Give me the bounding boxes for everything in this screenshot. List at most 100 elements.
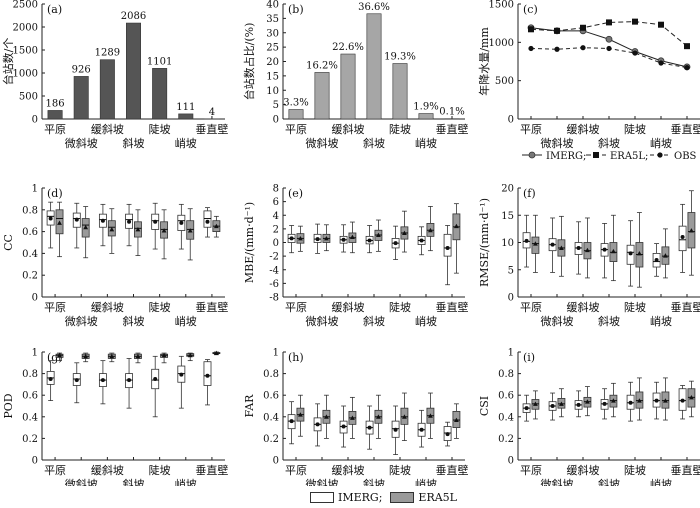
data-point — [528, 26, 534, 33]
box-plot — [203, 207, 212, 238]
legend-marker — [593, 152, 599, 158]
data-point — [580, 45, 586, 51]
series-imerg — [46, 355, 212, 418]
x-tick-label: 斜坡 — [363, 137, 385, 150]
box-mean-marker — [680, 235, 685, 240]
box-mean-marker — [205, 219, 210, 224]
data-point — [554, 27, 560, 34]
box-mean-marker — [602, 401, 607, 406]
y-tick-label: 10 — [266, 86, 279, 97]
x-tick-label: 陡坡 — [389, 464, 411, 477]
x-tick-label: 峭坡 — [650, 315, 672, 328]
legend-item: IMERG; — [522, 151, 586, 162]
y-tick-label: 0.6 — [22, 391, 38, 402]
bar — [366, 13, 382, 120]
box-plot — [186, 208, 195, 261]
box-mean-marker — [402, 414, 407, 419]
box-plot — [322, 394, 331, 439]
x-tick-label: 峭坡 — [415, 315, 437, 328]
box-plot — [55, 352, 64, 362]
box-plot — [443, 421, 452, 447]
box-plot — [687, 190, 696, 276]
y-tick-label: 35 — [266, 14, 279, 25]
box-mean-marker — [109, 227, 115, 232]
x-tick-label: 陡坡 — [149, 464, 171, 477]
box-plot — [574, 221, 583, 275]
x-tick-label: 微斜坡 — [541, 314, 574, 328]
box-plot — [609, 214, 618, 282]
y-axis-title: 台站数/个 — [1, 38, 15, 86]
box-mean-marker — [350, 234, 355, 240]
box-plot — [72, 202, 81, 249]
panel-f: 0 5 10 15 20 RMSE/(mm·d⁻¹) (f) 平原微斜坡缓斜坡斜坡陡坡峭坡垂直… — [478, 184, 700, 328]
y-tick-label: 5 — [273, 100, 279, 111]
y-tick-label: 500 — [495, 76, 514, 87]
box-mean-marker — [428, 227, 433, 233]
y-tick-label: 0 — [508, 293, 514, 304]
box-plot — [661, 377, 670, 421]
bar-value-label: 2086 — [121, 11, 146, 22]
box-plot — [426, 392, 435, 439]
box-plot — [600, 388, 609, 420]
y-tick-label: 1 — [32, 348, 38, 359]
x-tick-label: 陡坡 — [389, 301, 411, 314]
legend-swatch-era5l — [390, 491, 415, 503]
bar-value-label: 1.9% — [413, 102, 438, 113]
box-plot — [600, 223, 609, 279]
bar-value-label: 16.2% — [306, 60, 338, 71]
box-plot — [661, 228, 670, 279]
box-plot — [186, 352, 195, 362]
box-plot — [322, 224, 331, 252]
box-plot — [296, 394, 305, 437]
y-axis-title: RMSE/(mm·d⁻¹) — [478, 198, 491, 287]
y-tick-label: 20 — [266, 57, 279, 68]
box-mean-marker — [324, 414, 329, 419]
x-tick-label: 平原 — [520, 464, 542, 477]
box-mean-marker — [153, 377, 158, 381]
bar — [99, 59, 115, 120]
box-plot — [365, 405, 374, 450]
box-mean-marker — [654, 257, 659, 262]
y-tick-label: 15 — [501, 211, 514, 222]
legend-label-era5l: ERA5L — [418, 490, 457, 504]
bar-value-label: 111 — [176, 102, 195, 113]
bar-value-label: 1101 — [147, 56, 172, 67]
legend-label: IMERG; — [546, 151, 586, 162]
box-mean-marker — [161, 228, 167, 233]
x-tick-label: 微斜坡 — [306, 314, 339, 328]
box-mean-marker — [57, 352, 62, 358]
y-tick-label: 8 — [273, 184, 279, 195]
x-tick-label: 缓斜坡 — [567, 123, 600, 136]
bar-value-label: 1289 — [95, 48, 120, 59]
x-tick-label: 微斜坡 — [541, 136, 574, 150]
box-plot — [339, 224, 348, 253]
y-axis-title: POD — [2, 393, 15, 418]
x-tick-label: 微斜坡 — [541, 477, 574, 486]
y-tick-label: 2500 — [13, 0, 38, 11]
box-plot — [652, 243, 661, 277]
x-tick-label: 斜坡 — [123, 478, 145, 486]
box-plot — [391, 225, 400, 260]
y-tick-label: 0 — [32, 115, 38, 126]
box-plot — [134, 352, 142, 364]
box-plot — [203, 359, 212, 406]
series-imerg — [46, 201, 212, 250]
y-tick-label: 1 — [508, 348, 514, 359]
box-mean-marker — [100, 378, 105, 383]
box-mean-marker — [419, 238, 424, 243]
box-mean-marker — [179, 220, 184, 225]
y-tick-label: -4 — [269, 265, 279, 276]
x-tick-label: 平原 — [44, 123, 66, 136]
series-imerg — [522, 203, 687, 287]
x-tick-label: 斜坡 — [123, 137, 145, 150]
box-plot — [635, 377, 644, 421]
y-tick-label: 0.8 — [22, 369, 38, 380]
y-tick-label: 10 — [501, 238, 514, 249]
figure-canvas: 05001000150020002500台站数/个(a)平原微斜坡缓斜坡斜坡陡坡… — [1, 0, 700, 486]
legend-item: ERA5L; — [586, 151, 648, 162]
y-tick-label: 0 — [273, 238, 279, 249]
x-tick-label: 峭坡 — [650, 478, 672, 486]
y-tick-label: 0 — [32, 456, 38, 467]
data-point — [658, 21, 664, 28]
y-tick-label: 20 — [501, 184, 514, 195]
